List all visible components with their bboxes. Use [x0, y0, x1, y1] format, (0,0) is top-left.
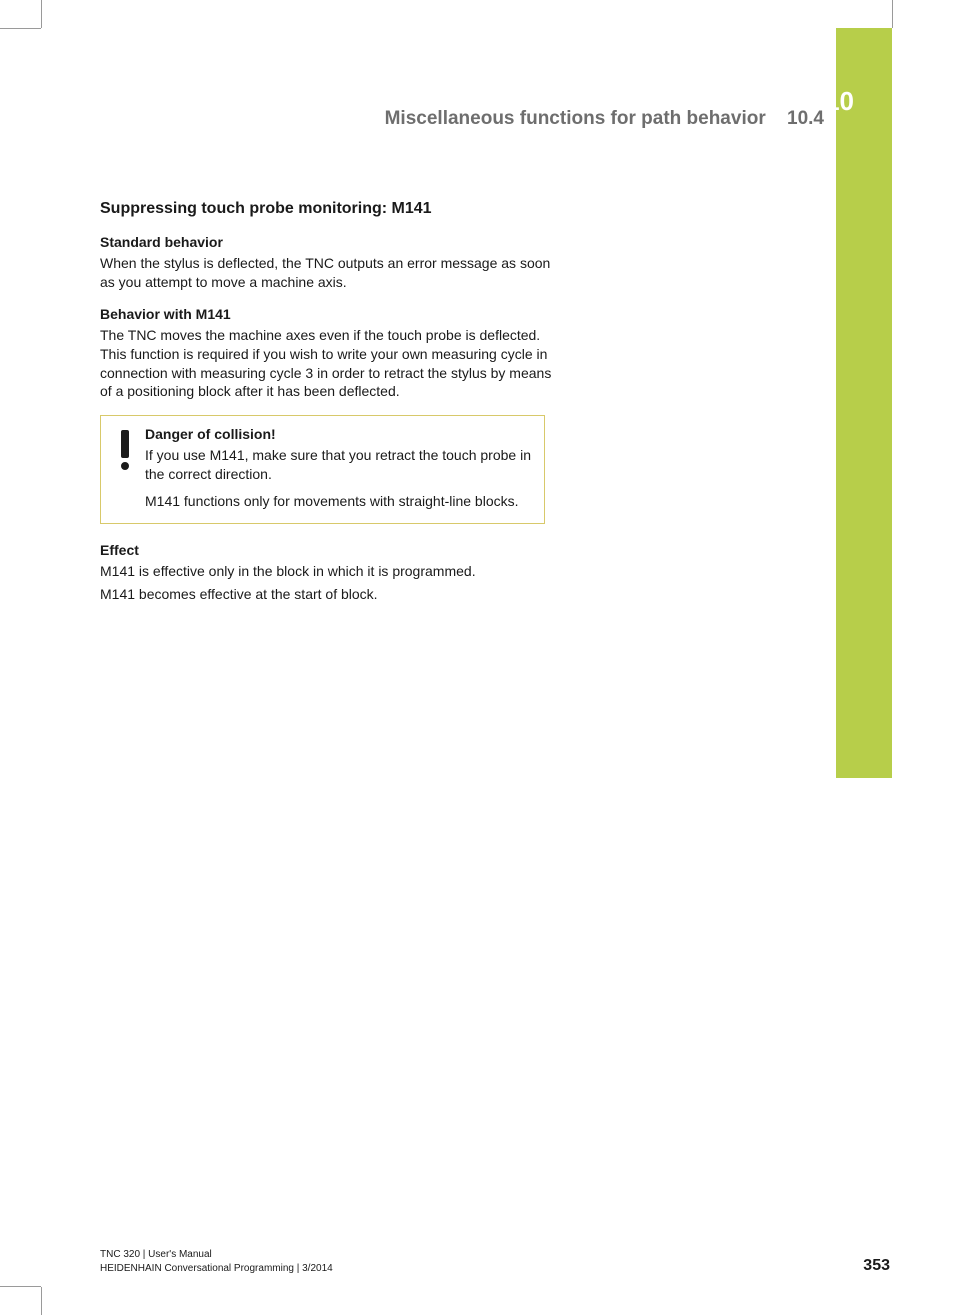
paragraph: When the stylus is deflected, the TNC ou… — [100, 254, 560, 292]
sub-heading-behavior-m141: Behavior with M141 — [100, 306, 560, 322]
crop-mark — [0, 28, 41, 29]
page-content: Suppressing touch probe monitoring: M141… — [100, 200, 560, 618]
chapter-number: 10 — [825, 86, 854, 117]
exclamation-icon — [111, 426, 145, 511]
page-footer: TNC 320 | User's Manual HEIDENHAIN Conve… — [100, 1248, 890, 1275]
running-head: Miscellaneous functions for path behavio… — [385, 108, 824, 130]
page-number: 353 — [863, 1257, 890, 1275]
crop-mark — [41, 0, 42, 28]
footer-text: TNC 320 | User's Manual HEIDENHAIN Conve… — [100, 1248, 890, 1275]
paragraph: M141 becomes effective at the start of b… — [100, 585, 560, 604]
section-title: Suppressing touch probe monitoring: M141 — [100, 200, 560, 218]
sub-heading-standard-behavior: Standard behavior — [100, 234, 560, 250]
running-head-title: Miscellaneous functions for path behavio… — [385, 108, 766, 129]
callout-paragraph: If you use M141, make sure that you retr… — [145, 446, 532, 484]
sub-heading-effect: Effect — [100, 542, 560, 558]
callout-paragraph: M141 functions only for movements with s… — [145, 492, 532, 511]
callout-title: Danger of collision! — [145, 426, 532, 442]
crop-mark — [0, 1286, 41, 1287]
warning-callout: Danger of collision! If you use M141, ma… — [100, 415, 545, 524]
chapter-tab: 10 — [836, 28, 892, 778]
running-head-section-number: 10.4 — [787, 108, 824, 129]
footer-line2: HEIDENHAIN Conversational Programming | … — [100, 1262, 890, 1276]
paragraph: The TNC moves the machine axes even if t… — [100, 326, 560, 402]
crop-mark — [41, 1287, 42, 1315]
callout-body: Danger of collision! If you use M141, ma… — [145, 426, 532, 511]
crop-mark — [892, 0, 893, 28]
footer-line1: TNC 320 | User's Manual — [100, 1248, 890, 1262]
paragraph: M141 is effective only in the block in w… — [100, 562, 560, 581]
